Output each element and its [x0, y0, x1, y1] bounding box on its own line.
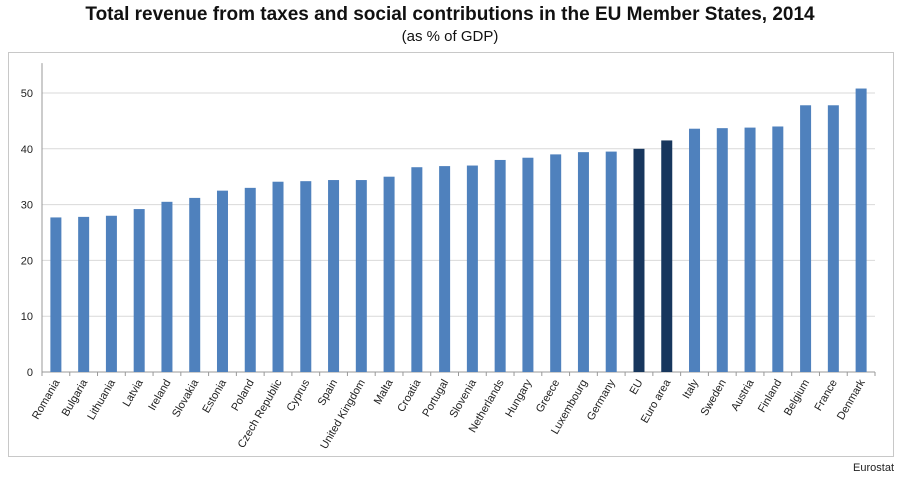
x-tick-label: Sweden — [699, 378, 729, 418]
bar-spain — [328, 180, 340, 372]
bar-france — [827, 105, 839, 372]
source-label: Eurostat — [853, 462, 894, 474]
bar-germany — [605, 151, 617, 372]
x-tick-label: Greece — [534, 378, 562, 415]
chart-subtitle: (as % of GDP) — [401, 28, 499, 45]
bar-austria — [744, 127, 756, 372]
x-tick-label: Denmark — [835, 377, 868, 422]
y-tick-label: 50 — [21, 88, 33, 100]
x-tick-label: Latvia — [121, 377, 147, 409]
x-tick-label: France — [812, 378, 840, 414]
bar-greece — [550, 154, 562, 372]
bar-lithuania — [105, 215, 117, 372]
bar-italy — [689, 128, 701, 372]
x-tick-label: Romania — [30, 377, 63, 422]
bar-united-kingdom — [355, 180, 367, 372]
x-tick-label: Ireland — [146, 378, 173, 413]
chart-frame: 0 10 20 30 40 50 Romania Bulgaria Lithuania Latvi… — [8, 52, 894, 457]
x-tick-label: Bulgaria — [60, 377, 91, 419]
bar-portugal — [439, 166, 451, 372]
bar-czech-republic — [272, 181, 284, 372]
x-tick-label: Hungary — [503, 377, 534, 419]
bar-latvia — [133, 209, 145, 372]
bar-euro-area — [661, 140, 673, 372]
x-tick-label: Poland — [229, 378, 257, 414]
bar-hungary — [522, 157, 534, 372]
bar-eu — [633, 148, 645, 372]
bar-croatia — [411, 167, 423, 372]
bar-slovenia — [466, 165, 478, 372]
bar-belgium — [800, 105, 812, 372]
y-tick-label: 10 — [21, 311, 33, 323]
bar-malta — [383, 176, 395, 372]
x-tick-label: Cyprus — [285, 377, 313, 414]
bar-bulgaria — [78, 216, 90, 372]
bar-luxembourg — [577, 152, 589, 372]
x-tick-label: Finland — [756, 378, 784, 415]
bar-poland — [244, 187, 256, 372]
chart-title: Total revenue from taxes and social cont… — [85, 4, 815, 25]
bar-romania — [50, 217, 62, 372]
x-tick-label: Italy — [681, 377, 702, 401]
bar-cyprus — [300, 181, 312, 372]
x-tick-label: Lithuania — [85, 377, 118, 422]
x-tick-label: Slovakia — [170, 377, 202, 420]
x-tick-label: Malta — [372, 377, 396, 407]
bar-sweden — [716, 128, 728, 372]
x-tick-label: EU — [628, 377, 646, 396]
bar-netherlands — [494, 159, 506, 372]
y-tick-label: 20 — [21, 255, 33, 267]
x-tick-label: Croatia — [395, 377, 424, 414]
x-tick-label: Austria — [729, 377, 757, 413]
x-tick-label: Estonia — [200, 377, 229, 416]
bar-estonia — [216, 190, 228, 372]
x-tick-label: Belgium — [782, 378, 812, 418]
bar-slovakia — [189, 197, 201, 372]
y-tick-label: 40 — [21, 144, 33, 156]
bar-finland — [772, 126, 784, 372]
x-tick-label: Spain — [316, 378, 340, 408]
y-tick-label: 30 — [21, 200, 33, 212]
bar-ireland — [161, 201, 173, 372]
x-tick-label: Portugal — [420, 378, 451, 419]
bar-denmark — [855, 88, 867, 372]
y-tick-label: 0 — [27, 367, 33, 379]
